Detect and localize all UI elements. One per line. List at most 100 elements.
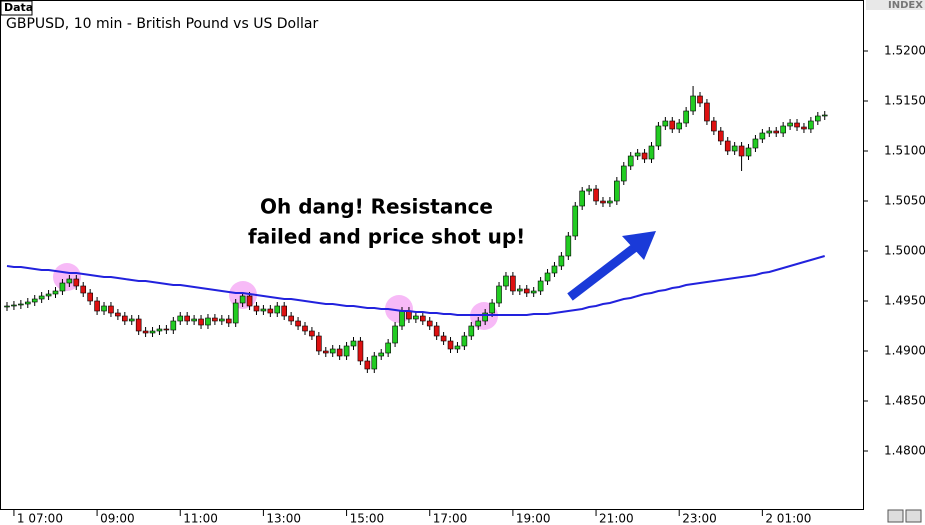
candle-body	[517, 288, 523, 292]
candle-body	[205, 317, 211, 326]
candle-body	[808, 120, 814, 130]
candle-body	[225, 318, 232, 324]
candle-body	[593, 188, 599, 202]
candle-body	[18, 303, 24, 306]
candle-body	[385, 342, 391, 354]
candle-body	[697, 95, 703, 104]
candle-body	[731, 145, 738, 152]
candle-body	[232, 302, 239, 324]
candle-body	[579, 190, 585, 207]
candle-body	[378, 352, 385, 357]
candle-body	[711, 120, 717, 132]
plot	[4, 86, 828, 373]
candle-body	[163, 328, 170, 331]
candle-body	[38, 295, 45, 300]
candle-body	[343, 345, 350, 357]
chart-title: GBPUSD, 10 min - British Pound vs US Dol…	[6, 16, 318, 32]
candle-body	[600, 200, 606, 204]
data-label: Data	[4, 1, 33, 14]
candle-body	[11, 304, 17, 307]
candle-body	[704, 102, 710, 122]
candle-body	[322, 350, 329, 354]
candle-body	[475, 320, 482, 327]
candle-body	[329, 348, 336, 354]
candle-body	[413, 315, 419, 320]
y-tick-label: 1.4900	[884, 344, 925, 358]
candle-body	[669, 120, 676, 130]
candle-body	[302, 325, 308, 332]
candle-body	[239, 295, 246, 304]
candle-body	[724, 140, 731, 152]
candle-body	[149, 330, 156, 334]
candle-body	[73, 278, 80, 287]
y-tick-label: 1.4800	[884, 444, 925, 458]
candle-body	[128, 318, 135, 322]
candle-body	[794, 122, 800, 128]
candle-body	[468, 325, 475, 337]
candle-body	[634, 152, 641, 157]
candle-body	[565, 235, 572, 257]
candle-body	[614, 180, 620, 202]
y-tick-label: 1.5150	[884, 94, 925, 108]
x-tick-label: 17:00	[433, 512, 468, 525]
y-tick-label: 1.5050	[884, 194, 925, 208]
candle-body	[198, 318, 204, 326]
candle-body	[52, 290, 59, 295]
candle-body	[752, 138, 759, 149]
candle-body	[426, 320, 433, 327]
candle-body	[142, 330, 149, 334]
candle-body	[31, 298, 38, 303]
candle-body	[336, 348, 343, 357]
candle-body	[454, 345, 461, 350]
index-box	[866, 0, 925, 10]
candle-body	[537, 280, 544, 292]
candle-body	[191, 318, 197, 322]
plot-frame	[0, 0, 864, 510]
candle-body	[572, 205, 579, 237]
x-tick-label: 15:00	[350, 512, 385, 525]
candle-body	[620, 165, 627, 182]
candle-body	[350, 340, 357, 347]
candle-body	[745, 147, 752, 157]
candle-body	[288, 315, 294, 322]
candle-body	[392, 325, 398, 344]
y-tick-label: 1.4950	[884, 294, 925, 308]
x-tick-label: 2 01:00	[765, 512, 811, 525]
candle-body	[108, 305, 114, 314]
candle-body	[447, 340, 454, 350]
candle-body	[655, 125, 662, 147]
candle-body	[309, 330, 315, 337]
x-tick-label: 13:00	[266, 512, 301, 525]
candle-body	[821, 114, 828, 117]
candle-body	[170, 320, 177, 331]
candle-body	[87, 292, 93, 302]
scroll-button[interactable]	[887, 509, 904, 523]
candle-body	[558, 255, 565, 267]
candle-body	[399, 310, 405, 327]
y-tick-label: 1.4850	[884, 394, 925, 408]
candle-body	[676, 122, 683, 130]
candle-body	[4, 305, 10, 308]
arrow-shaft	[567, 241, 641, 301]
y-tick-label: 1.5100	[884, 144, 925, 158]
candle-body	[773, 130, 780, 134]
candle-body	[787, 122, 793, 127]
candle-body	[115, 312, 121, 317]
candle-body	[80, 285, 87, 294]
candle-body	[212, 317, 218, 322]
annotation-line: Oh dang! Resistance	[260, 195, 493, 219]
scroll-button[interactable]	[905, 509, 922, 523]
x-tick-label: 19:00	[516, 512, 551, 525]
annotation-line: failed and price shot up!	[248, 225, 525, 249]
index-label: INDEX	[888, 0, 923, 11]
candle-body	[357, 340, 364, 362]
candle-body	[607, 200, 613, 204]
candle-body	[260, 308, 267, 312]
candle-body	[648, 145, 655, 160]
candle-body	[530, 290, 537, 294]
y-tick-label: 1.5200	[884, 44, 925, 58]
data-box[interactable]	[0, 0, 33, 16]
candle-body	[503, 275, 509, 287]
